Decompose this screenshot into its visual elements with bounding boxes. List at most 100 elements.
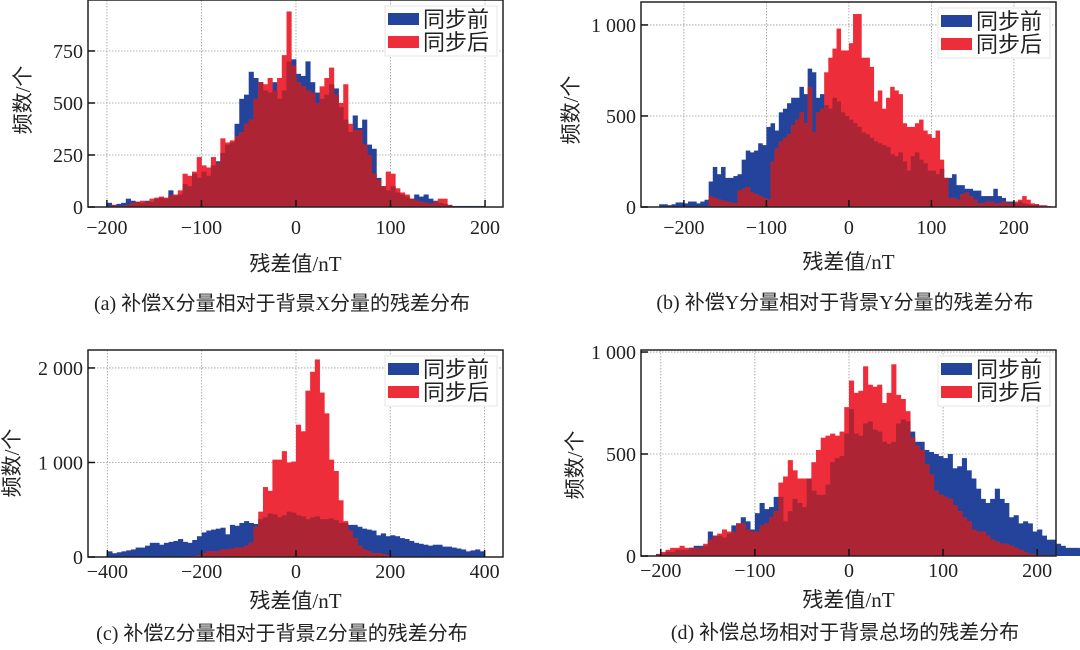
bar-before-sync: [1041, 535, 1047, 556]
bar-before-sync: [211, 529, 217, 557]
bar-overlap: [947, 197, 953, 207]
bar-overlap: [404, 196, 410, 207]
bar-before-sync: [116, 552, 122, 557]
bar-overlap: [758, 196, 763, 207]
bar-overlap: [305, 519, 311, 557]
bar-overlap: [215, 163, 221, 207]
bar-overlap: [815, 112, 821, 207]
bar-after-sync: [328, 459, 335, 557]
bar-overlap: [229, 548, 236, 557]
bar-overlap: [877, 431, 883, 556]
bar-before-sync: [154, 542, 160, 557]
bar-overlap: [352, 538, 358, 557]
x-tick-label: 200: [1022, 560, 1052, 582]
bar-overlap: [286, 511, 292, 557]
bar-after-sync: [783, 476, 789, 556]
x-tick-label: 200: [470, 217, 500, 239]
bar-overlap: [1030, 205, 1035, 207]
bar-overlap: [1022, 203, 1027, 207]
bar-overlap: [1013, 547, 1019, 556]
bar-before-sync: [456, 548, 462, 557]
bar-overlap: [679, 549, 685, 556]
bar-overlap: [225, 549, 231, 557]
bar-overlap: [447, 204, 453, 207]
bar-overlap: [825, 484, 831, 556]
bar-overlap: [1032, 553, 1038, 556]
bar-overlap: [366, 154, 372, 207]
bar-overlap: [362, 144, 368, 207]
bar-overlap: [210, 165, 217, 207]
bar-before-sync: [135, 547, 141, 557]
bar-overlap: [267, 513, 273, 557]
y-tick-label: 250: [53, 145, 83, 167]
bar-before-sync: [696, 203, 701, 207]
bar-overlap: [1027, 553, 1033, 556]
bar-overlap: [357, 545, 363, 557]
bar-overlap: [886, 146, 891, 207]
bar-overlap: [749, 192, 755, 207]
bar-overlap: [943, 496, 949, 556]
y-axis-label: 频数/个: [559, 76, 583, 145]
bar-after-sync: [935, 130, 941, 207]
bar-overlap: [693, 547, 699, 556]
y-axis-label: 频数/个: [11, 66, 35, 135]
bar-overlap: [338, 522, 344, 557]
bar-overlap: [423, 202, 429, 207]
bar-overlap: [698, 547, 704, 556]
x-axis-label: 残差值/nT: [249, 252, 341, 276]
bar-before-sync: [1056, 543, 1062, 556]
bar-before-sync: [380, 533, 386, 557]
bar-overlap: [943, 177, 949, 207]
bar-before-sync: [229, 524, 236, 557]
legend-label-before: 同步前: [423, 357, 489, 382]
bar-overlap: [352, 130, 358, 207]
bar-before-sync: [130, 549, 137, 557]
bar-overlap: [286, 61, 292, 208]
bar-before-sync: [683, 203, 689, 207]
bar-overlap: [966, 521, 972, 556]
bar-before-sync: [1023, 521, 1029, 556]
bar-overlap: [764, 523, 770, 556]
bar-before-sync: [201, 532, 207, 557]
bar-overlap: [319, 98, 325, 207]
bar-overlap: [211, 551, 217, 557]
x-tick-label: −400: [87, 561, 128, 583]
bar-before-sync: [725, 177, 730, 207]
bar-overlap: [168, 195, 174, 207]
bar-overlap: [220, 152, 226, 207]
bar-before-sync: [112, 553, 118, 557]
bar-before-sync: [1018, 523, 1024, 556]
bar-before-sync: [667, 205, 672, 207]
bar-before-sync: [976, 488, 982, 556]
bar-overlap: [990, 539, 996, 556]
bar-overlap: [890, 154, 895, 207]
bar-overlap: [277, 517, 283, 557]
bar-before-sync: [446, 546, 452, 557]
bar-overlap: [993, 203, 998, 207]
bar-overlap: [931, 170, 936, 207]
bar-overlap: [253, 526, 259, 557]
y-tick-label: 500: [606, 444, 636, 466]
bar-overlap: [707, 539, 713, 556]
bar-before-sync: [428, 545, 434, 557]
bar-overlap: [861, 132, 866, 207]
bar-overlap: [952, 505, 958, 556]
bar-before-sync: [754, 150, 759, 207]
bar-before-sync: [1070, 547, 1076, 556]
bar-overlap: [716, 199, 722, 207]
bar-overlap: [428, 203, 434, 207]
bar-before-sync: [159, 544, 165, 557]
bar-overlap: [731, 531, 737, 556]
bar-overlap: [385, 555, 391, 557]
bar-overlap: [994, 541, 1000, 556]
bar-before-sync: [1037, 529, 1043, 556]
bar-overlap: [759, 525, 765, 556]
bar-overlap: [754, 194, 759, 207]
bar-overlap: [338, 107, 344, 207]
bar-overlap: [163, 198, 169, 207]
bar-overlap: [801, 507, 808, 556]
bar-overlap: [980, 203, 986, 207]
bar-overlap: [770, 161, 776, 207]
y-tick-label: 1 000: [591, 342, 636, 364]
bar-before-sync: [994, 488, 1000, 556]
